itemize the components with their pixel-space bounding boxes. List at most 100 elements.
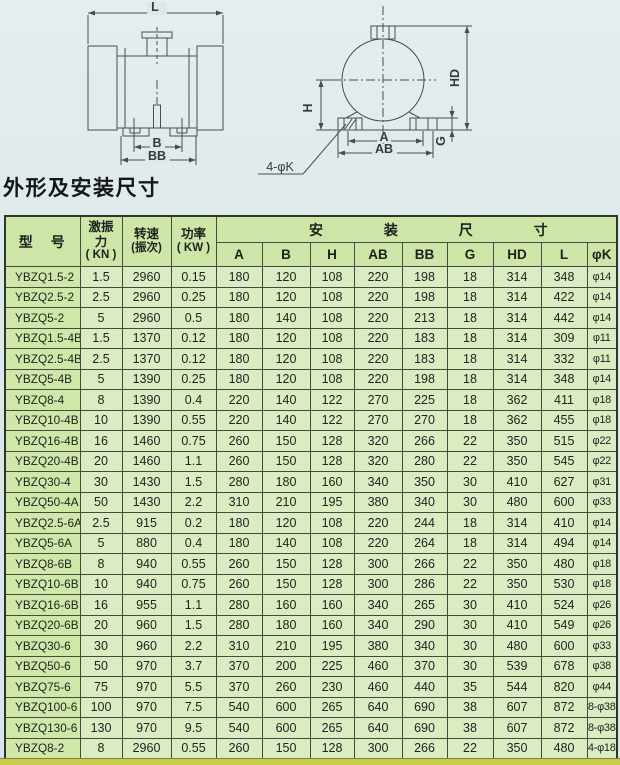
value-cell: 348 xyxy=(540,266,588,288)
value-cell: 180 xyxy=(215,348,263,370)
value-cell: 18 xyxy=(446,348,494,370)
model-cell: YBZQ100-6 xyxy=(4,696,81,718)
value-cell: 8 xyxy=(79,737,123,760)
model-cell: YBZQ30-6 xyxy=(4,635,81,657)
value-cell: 260 xyxy=(215,450,263,472)
value-cell: 180 xyxy=(215,532,263,554)
dim-label-HD: HD xyxy=(448,69,462,87)
value-cell: 600 xyxy=(540,491,588,513)
spec-row: YBZQ2.5-4B 2.5 1370 0.12 180 120 108 220 183 18 31… xyxy=(4,348,618,370)
model-cell: YBZQ50-4A xyxy=(4,491,81,513)
value-cell: 1.5 xyxy=(79,266,123,288)
model-cell: YBZQ2.5-4B xyxy=(4,348,81,370)
value-cell: 30 xyxy=(446,614,494,636)
value-cell: 120 xyxy=(261,266,311,288)
value-cell: 530 xyxy=(540,573,588,595)
dim-label-G: G xyxy=(434,136,448,146)
value-cell: 108 xyxy=(309,368,355,390)
value-cell: 265 xyxy=(401,594,448,616)
value-cell: 0.55 xyxy=(170,553,217,575)
value-cell: 160 xyxy=(309,594,355,616)
spec-row: YBZQ2.5-2 2.5 2960 0.25 180 120 108 220 198 18 314… xyxy=(4,286,618,308)
value-cell: 160 xyxy=(309,471,355,493)
value-cell: 480 xyxy=(540,553,588,575)
value-cell: 195 xyxy=(309,491,355,513)
value-cell: 2.5 xyxy=(79,348,123,370)
value-cell: 314 xyxy=(492,532,542,554)
value-cell: φ38 xyxy=(586,655,618,677)
value-cell: 2960 xyxy=(121,307,172,329)
value-cell: φ18 xyxy=(586,573,618,595)
value-cell: φ11 xyxy=(586,348,618,370)
value-cell: 16 xyxy=(79,430,123,452)
model-cell: YBZQ30-4 xyxy=(4,471,81,493)
value-cell: 380 xyxy=(353,491,403,513)
value-cell: 410 xyxy=(492,471,542,493)
value-cell: 820 xyxy=(540,676,588,698)
value-cell: 960 xyxy=(121,635,172,657)
model-cell: YBZQ20-6B xyxy=(4,614,81,636)
value-cell: 0.25 xyxy=(170,368,217,390)
value-cell: 225 xyxy=(309,655,355,677)
value-cell: 108 xyxy=(309,532,355,554)
value-cell: 340 xyxy=(401,635,448,657)
model-cell: YBZQ5-4B xyxy=(4,368,81,390)
value-cell: 9.5 xyxy=(170,717,217,739)
value-cell: 180 xyxy=(215,368,263,390)
value-cell: φ14 xyxy=(586,532,618,554)
model-cell: YBZQ130-6 xyxy=(4,717,81,739)
value-cell: φ18 xyxy=(586,553,618,575)
value-cell: 370 xyxy=(401,655,448,677)
spec-table-body: YBZQ1.5-2 1.5 2960 0.15 180 120 108 220 198 18 314… xyxy=(4,266,618,760)
value-cell: 30 xyxy=(446,635,494,657)
value-cell: 150 xyxy=(261,430,311,452)
spec-row: YBZQ10-4B 10 1390 0.55 220 140 122 270 270 18 362 4… xyxy=(4,409,618,431)
value-cell: 544 xyxy=(492,676,542,698)
value-cell: 220 xyxy=(353,348,403,370)
value-cell: 22 xyxy=(446,430,494,452)
value-cell: 309 xyxy=(540,327,588,349)
model-cell: YBZQ16-4B xyxy=(4,430,81,452)
value-cell: 122 xyxy=(309,389,355,411)
value-cell: 210 xyxy=(261,635,311,657)
value-cell: 494 xyxy=(540,532,588,554)
spec-row: YBZQ30-4 30 1430 1.5 280 180 160 340 350 30 410 627… xyxy=(4,471,618,493)
value-cell: 198 xyxy=(401,286,448,308)
value-cell: 350 xyxy=(492,430,542,452)
value-cell: 955 xyxy=(121,594,172,616)
value-cell: 18 xyxy=(446,368,494,390)
value-cell: 225 xyxy=(401,389,448,411)
value-cell: 410 xyxy=(540,512,588,534)
value-cell: 0.75 xyxy=(170,573,217,595)
spec-row: YBZQ1.5-2 1.5 2960 0.15 180 120 108 220 198 18 314… xyxy=(4,266,618,288)
value-cell: 16 xyxy=(79,594,123,616)
value-cell: 600 xyxy=(540,635,588,657)
value-cell: 122 xyxy=(309,409,355,431)
value-cell: 0.25 xyxy=(170,286,217,308)
spec-row: YBZQ30-6 30 960 2.2 310 210 195 380 340 30 480 600 φ… xyxy=(4,635,618,657)
value-cell: 480 xyxy=(492,635,542,657)
value-cell: 230 xyxy=(309,676,355,698)
value-cell: 1.1 xyxy=(170,450,217,472)
value-cell: 180 xyxy=(215,512,263,534)
value-cell: 8-φ38 xyxy=(586,696,618,718)
value-cell: 1390 xyxy=(121,409,172,431)
value-cell: 600 xyxy=(261,717,311,739)
value-cell: 640 xyxy=(353,717,403,739)
col-header-BB: BB xyxy=(401,242,448,267)
value-cell: 314 xyxy=(492,512,542,534)
value-cell: 160 xyxy=(309,614,355,636)
value-cell: 0.55 xyxy=(170,737,217,760)
value-cell: 183 xyxy=(401,327,448,349)
value-cell: 539 xyxy=(492,655,542,677)
value-cell: 0.4 xyxy=(170,532,217,554)
value-cell: 140 xyxy=(261,409,311,431)
value-cell: 362 xyxy=(492,409,542,431)
value-cell: 260 xyxy=(261,676,311,698)
col-header-G: G xyxy=(446,242,494,267)
value-cell: 970 xyxy=(121,696,172,718)
model-cell: YBZQ5-2 xyxy=(4,307,81,329)
value-cell: φ14 xyxy=(586,286,618,308)
model-cell: YBZQ2.5-2 xyxy=(4,286,81,308)
value-cell: 690 xyxy=(401,696,448,718)
